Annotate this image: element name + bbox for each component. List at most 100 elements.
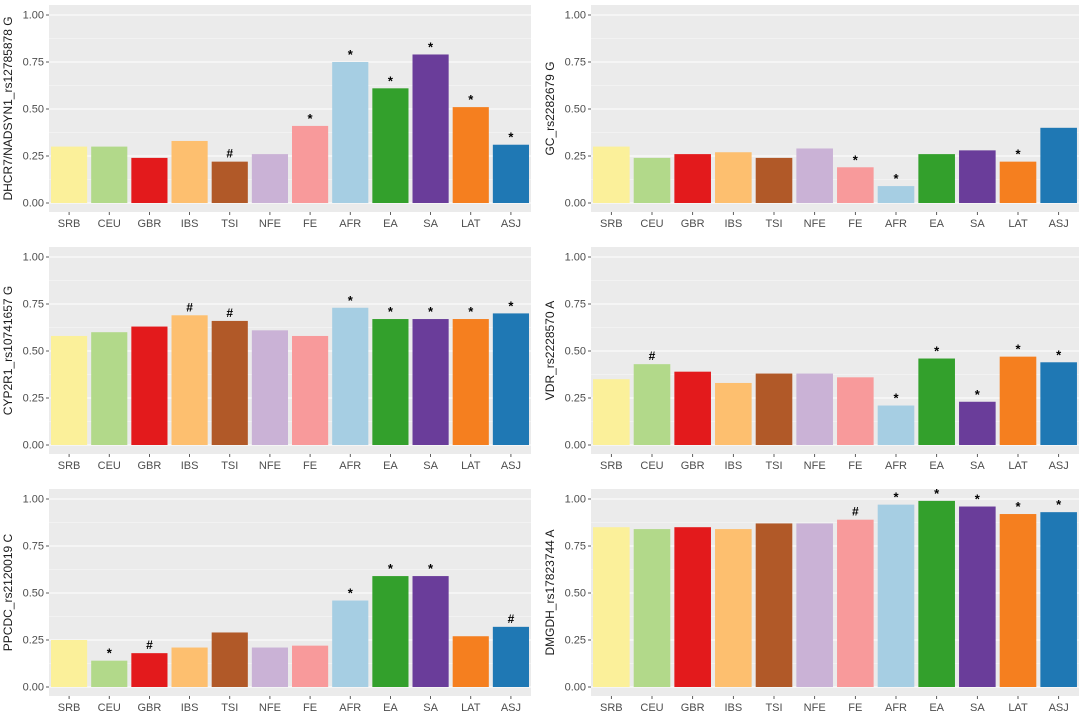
bar-nfe xyxy=(796,148,833,203)
bar-nfe xyxy=(796,523,833,687)
bar-sa xyxy=(412,54,449,204)
significance-marker: * xyxy=(468,92,474,107)
significance-marker: * xyxy=(934,344,940,359)
significance-marker: * xyxy=(388,73,394,88)
x-tick-label: ASJ xyxy=(1049,460,1069,472)
significance-marker: # xyxy=(146,638,153,652)
significance-marker: * xyxy=(934,486,940,501)
y-tick-label: 0.25 xyxy=(565,393,586,405)
x-tick-label: CEU xyxy=(640,702,663,714)
bar-lat xyxy=(999,161,1037,203)
chart-panel-2: 0.00 0.25 0.50 0.75 1.00 GC_rs2282679 G SRB CEU… xyxy=(543,5,1079,230)
bar-srb xyxy=(51,146,88,203)
significance-marker: * xyxy=(508,298,514,313)
x-tick-label: CEU xyxy=(98,218,121,230)
y-tick-label: 0.25 xyxy=(565,635,586,647)
x-tick-label: SRB xyxy=(600,460,623,472)
bar-afr xyxy=(332,600,369,687)
bar-ibs xyxy=(715,529,752,687)
y-tick-label: 0.00 xyxy=(23,440,44,452)
significance-marker: * xyxy=(975,387,981,402)
x-tick-label: EA xyxy=(383,460,398,472)
y-tick-label: 0.50 xyxy=(565,104,586,116)
bar-gbr xyxy=(674,154,711,203)
bar-ea xyxy=(372,319,409,445)
significance-marker: # xyxy=(852,505,859,519)
significance-marker: * xyxy=(428,304,434,319)
bar-afr xyxy=(332,62,369,203)
bar-ea xyxy=(918,500,955,687)
bar-tsi xyxy=(211,632,248,687)
bar-ceu xyxy=(633,157,671,203)
x-tick-label: FE xyxy=(848,218,862,230)
significance-marker: * xyxy=(975,492,981,507)
x-tick-label: NFE xyxy=(804,460,826,472)
y-tick-label: 0.50 xyxy=(23,104,44,116)
bar-gbr xyxy=(131,326,168,445)
x-tick-label: AFR xyxy=(885,218,907,230)
x-tick-label: IBS xyxy=(724,460,742,472)
bar-nfe xyxy=(796,373,833,445)
bar-asj xyxy=(1040,362,1077,445)
x-tick-label: SA xyxy=(423,460,438,472)
x-tick-label: IBS xyxy=(181,460,199,472)
x-tick-label: ASJ xyxy=(501,702,521,714)
chart-panel-6: 0.00 0.25 0.50 0.75 1.00 DMGDH_rs17823744 A SR… xyxy=(543,486,1079,714)
x-tick-label: GBR xyxy=(681,218,705,230)
x-tick-label: SRB xyxy=(600,702,623,714)
x-tick-label: FE xyxy=(303,702,317,714)
y-tick-label: 0.25 xyxy=(565,151,586,163)
bar-gbr xyxy=(131,653,168,687)
bar-fe xyxy=(837,377,874,445)
x-tick-label: GBR xyxy=(137,218,161,230)
significance-marker: * xyxy=(388,561,394,576)
bar-tsi xyxy=(211,320,248,445)
significance-marker: # xyxy=(226,306,233,320)
bar-afr xyxy=(877,504,915,687)
x-tick-label: AFR xyxy=(339,218,361,230)
x-tick-label: LAT xyxy=(1008,218,1028,230)
y-tick-label: 0.00 xyxy=(565,682,586,694)
y-tick-label: 0.75 xyxy=(565,541,586,553)
significance-marker: * xyxy=(308,111,314,126)
y-tick-label: 0.50 xyxy=(565,588,586,600)
x-tick-label: TSI xyxy=(221,218,238,230)
bar-sa xyxy=(959,401,996,445)
bar-tsi xyxy=(755,523,793,687)
x-tick-label: LAT xyxy=(461,460,481,472)
significance-marker: * xyxy=(107,646,113,661)
significance-marker: # xyxy=(649,349,656,363)
chart-panel-3: 0.00 0.25 0.50 0.75 1.00 CYP2R1_rs10741657 G S… xyxy=(1,247,531,472)
bar-ceu xyxy=(91,660,128,687)
x-tick-label: IBS xyxy=(181,218,199,230)
bar-srb xyxy=(593,527,630,687)
significance-marker: * xyxy=(893,171,899,186)
x-tick-label: FE xyxy=(303,218,317,230)
significance-marker: * xyxy=(428,39,434,54)
x-tick-label: AFR xyxy=(339,702,361,714)
bar-tsi xyxy=(755,157,793,203)
bar-afr xyxy=(877,405,915,445)
x-tick-label: ASJ xyxy=(1049,218,1069,230)
x-tick-label: FE xyxy=(303,460,317,472)
x-tick-label: EA xyxy=(929,702,944,714)
x-tick-label: CEU xyxy=(98,702,121,714)
bar-lat xyxy=(452,107,489,203)
x-tick-label: EA xyxy=(383,702,398,714)
bar-ceu xyxy=(91,146,128,203)
significance-marker: * xyxy=(1015,342,1021,357)
bar-ceu xyxy=(91,332,128,445)
significance-marker: * xyxy=(893,391,899,406)
x-tick-label: GBR xyxy=(681,702,705,714)
x-tick-label: ASJ xyxy=(501,218,521,230)
bar-sa xyxy=(412,576,449,687)
significance-marker: # xyxy=(226,147,233,161)
y-tick-label: 0.75 xyxy=(565,57,586,69)
y-axis-label: GC_rs2282679 G xyxy=(543,61,557,155)
y-axis-label: DMGDH_rs17823744 A xyxy=(543,529,557,655)
y-tick-label: 1.00 xyxy=(565,494,586,506)
y-tick-label: 0.50 xyxy=(23,588,44,600)
y-tick-label: 1.00 xyxy=(23,494,44,506)
bar-fe xyxy=(292,645,329,687)
